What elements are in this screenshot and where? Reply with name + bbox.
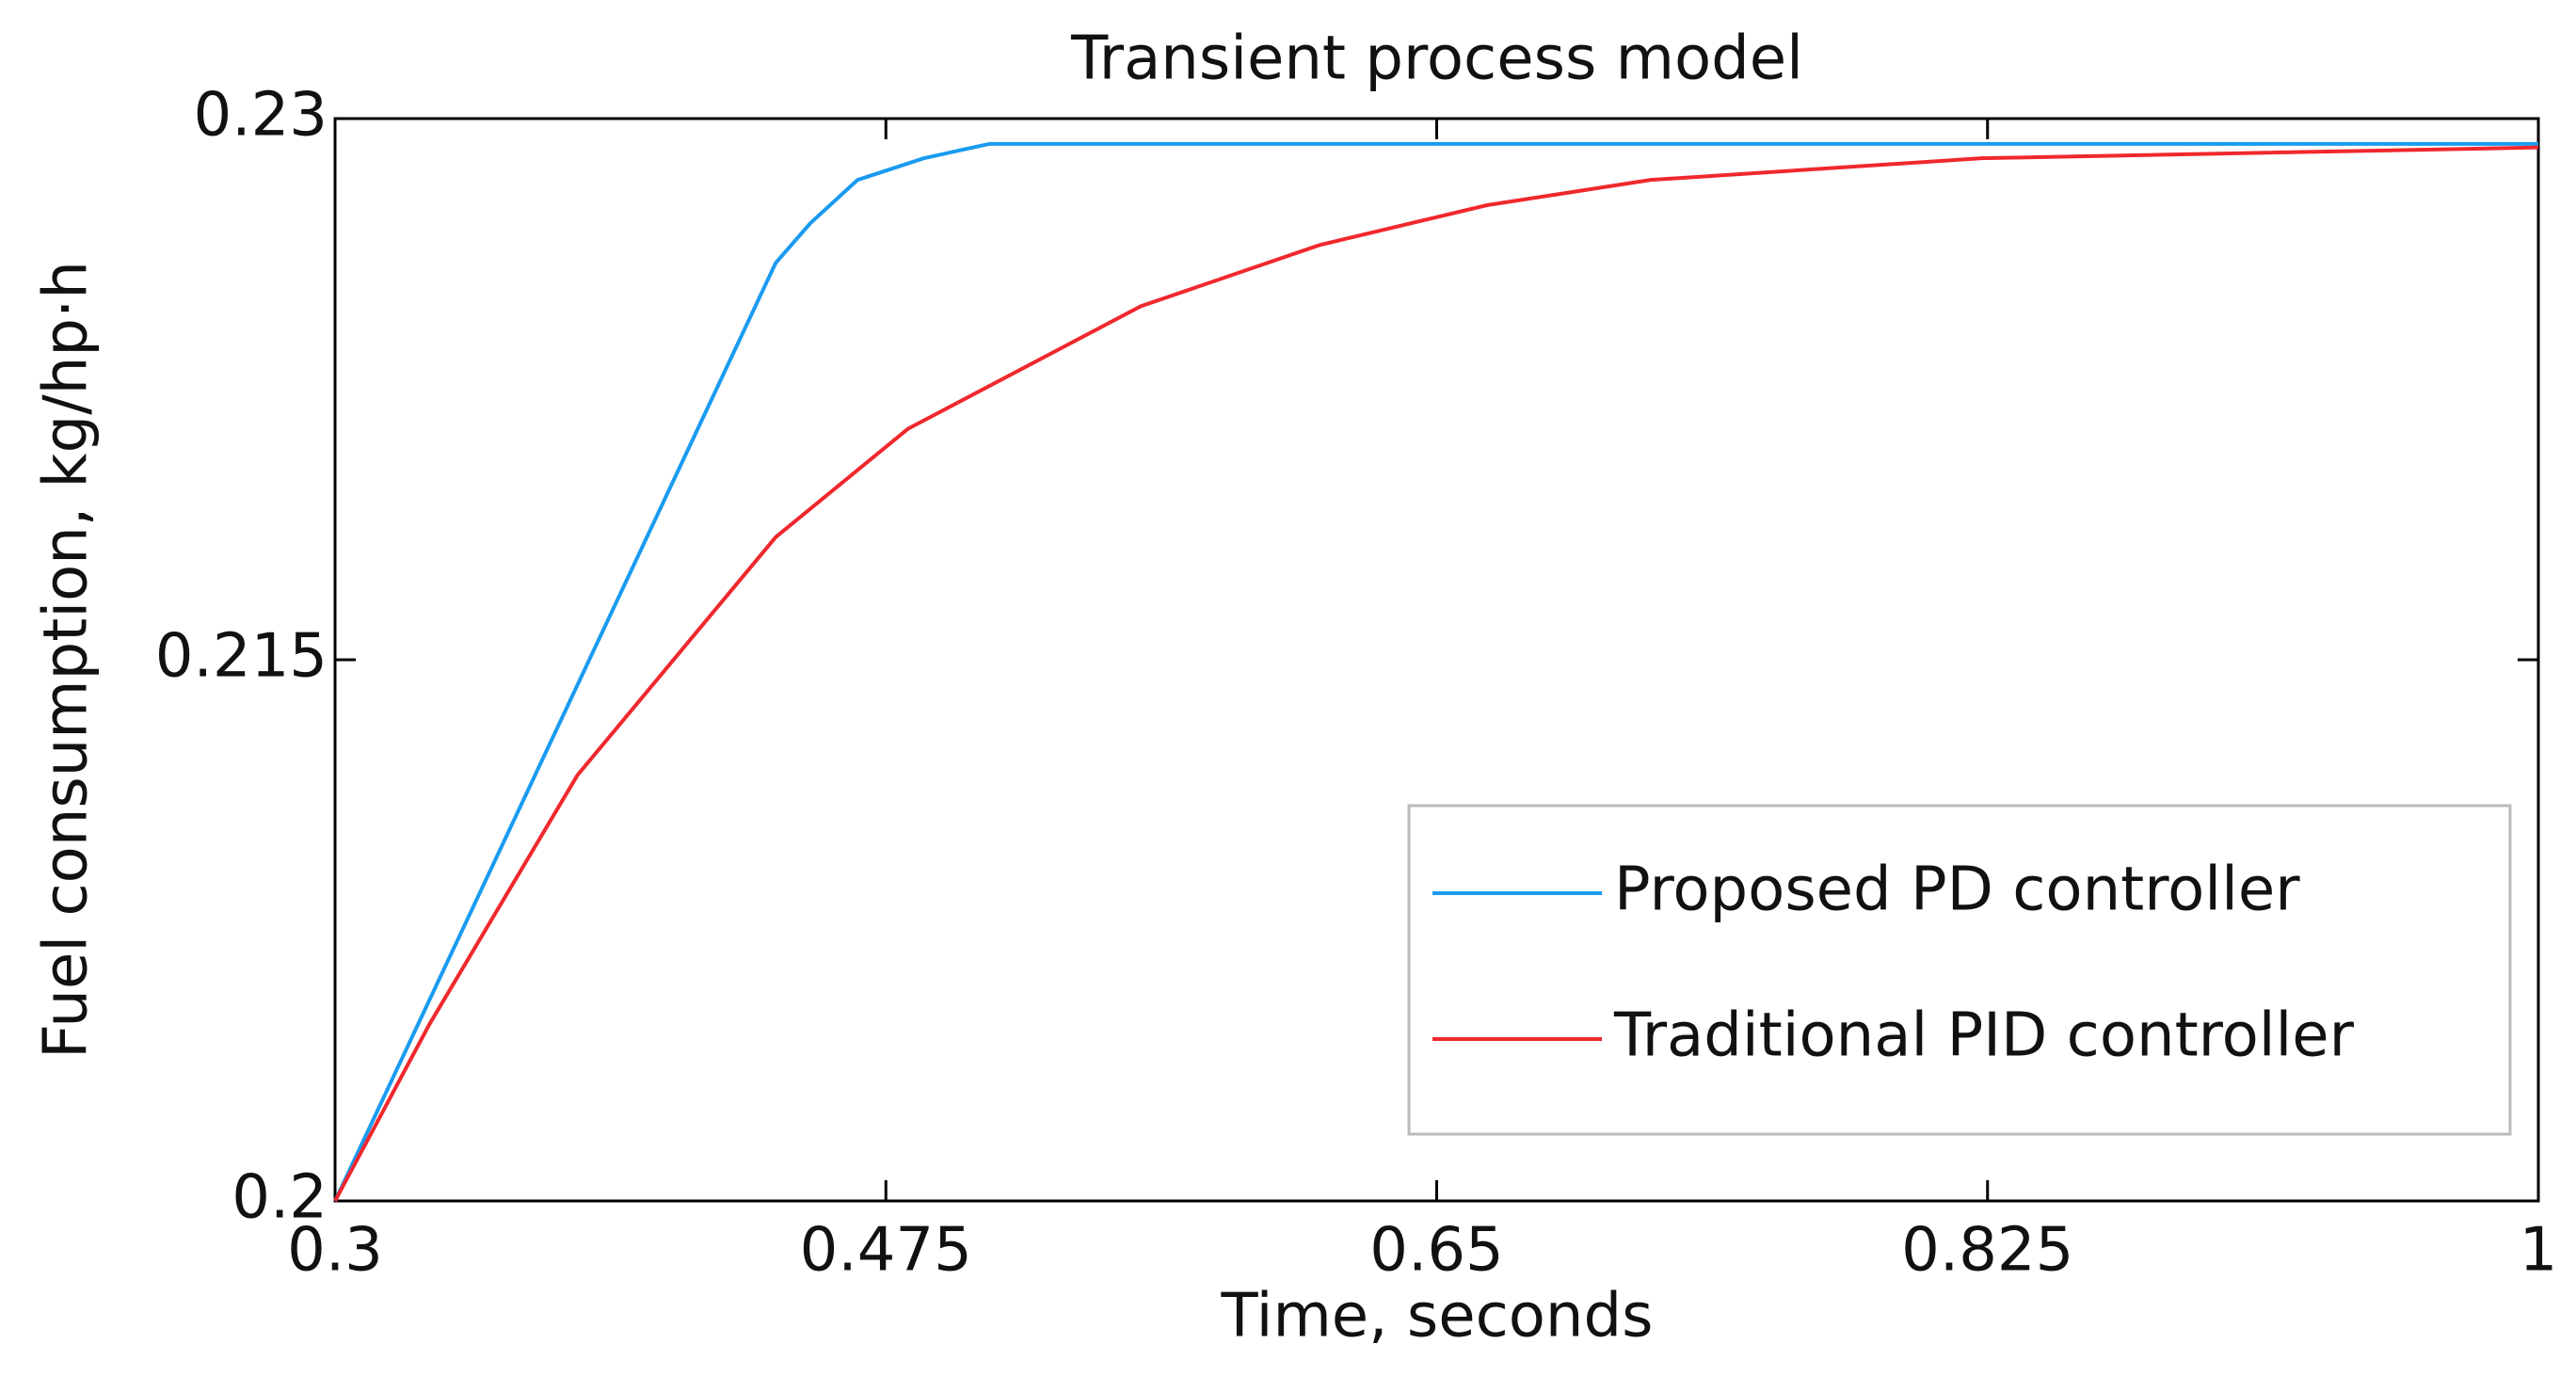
x-tick-label: 0.3	[287, 1216, 383, 1286]
x-axis-label: Time, seconds	[1221, 1282, 1654, 1352]
x-tick-label: 0.475	[800, 1216, 972, 1286]
chart-title: Transient process model	[1070, 24, 1803, 94]
legend-label: Proposed PD controller	[1614, 856, 2300, 925]
x-tick-label: 0.825	[1901, 1216, 2073, 1286]
y-tick-label: 0.215	[155, 622, 328, 692]
y-tick-label: 0.2	[232, 1163, 328, 1233]
line	[333, 141, 2538, 1202]
x-tick-label: 0.65	[1369, 1216, 1504, 1286]
x-tick-label: 1	[2520, 1216, 2558, 1286]
legend-box	[1407, 804, 2512, 1136]
legend-label: Traditional PID controller	[1613, 1001, 2355, 1071]
y-axis-label: Fuel consumption, kg/hp·h	[32, 261, 102, 1059]
y-tick-label: 0.23	[194, 81, 328, 151]
line	[333, 145, 2539, 1202]
